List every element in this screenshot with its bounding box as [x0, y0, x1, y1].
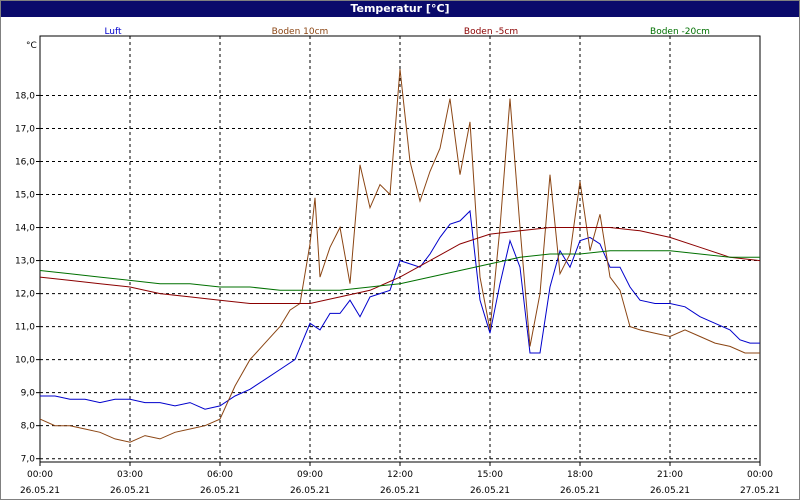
x-tick-label-date: 26.05.21 — [20, 486, 60, 496]
series-line-luft — [40, 209, 760, 410]
x-tick-label-date: 26.05.21 — [110, 486, 150, 496]
y-tick-label: 12,0 — [15, 290, 35, 300]
legend-entry: Luft — [104, 27, 122, 37]
y-tick-label: 15,0 — [15, 191, 35, 201]
y-tick-label: 18,0 — [15, 91, 35, 101]
series-line-boden-10cm — [39, 68, 760, 443]
y-tick-label: 11,0 — [15, 323, 35, 333]
series-lines — [39, 68, 761, 443]
legend: Luft Boden 10cm Boden -5cm Boden -20cm — [104, 27, 710, 37]
x-tick-label-time: 00:00 — [747, 470, 773, 480]
series-line-boden-5cm — [39, 227, 761, 304]
y-tick-label: 13,0 — [15, 257, 35, 267]
y-axis-unit-label: °C — [26, 41, 37, 51]
y-tick-label: 17,0 — [15, 124, 35, 134]
y-tick-label: 7,0 — [21, 455, 36, 465]
y-tick-label: 10,0 — [15, 356, 35, 366]
x-tick-label-date: 26.05.21 — [380, 486, 420, 496]
chart-title: Temperatur [°C] — [1, 1, 799, 17]
axes: 00:00 26.05.21 03:00 26.05.21 06:00 26.05.21 0… — [15, 35, 780, 496]
x-tick-label-time: 21:00 — [657, 470, 683, 480]
legend-entry: Boden 10cm — [272, 27, 329, 37]
x-tick-label-time: 00:00 — [27, 470, 53, 480]
y-tick-label: 8,0 — [21, 422, 36, 432]
x-tick-label-time: 03:00 — [117, 470, 143, 480]
x-tick-label-time: 06:00 — [207, 470, 233, 480]
grid — [40, 36, 760, 462]
plot-area-border — [39, 35, 761, 463]
x-tick-label-date: 27.05.21 — [740, 486, 780, 496]
x-tick-label-time: 09:00 — [297, 470, 323, 480]
x-tick-label-date: 26.05.21 — [650, 486, 690, 496]
x-tick-label-date: 26.05.21 — [290, 486, 330, 496]
y-tick-label: 9,0 — [21, 389, 36, 399]
x-tick-label-date: 26.05.21 — [470, 486, 510, 496]
legend-entry: Boden -20cm — [650, 27, 710, 37]
x-tick-label-date: 26.05.21 — [200, 486, 240, 496]
x-tick-label-time: 12:00 — [387, 470, 413, 480]
series-line-boden-20cm — [39, 250, 760, 291]
y-tick-label: 16,0 — [15, 157, 35, 167]
x-tick-label-date: 26.05.21 — [560, 486, 600, 496]
legend-entry: Boden -5cm — [464, 27, 518, 37]
x-tick-label-time: 18:00 — [567, 470, 593, 480]
y-tick-label: 14,0 — [15, 224, 35, 234]
x-tick-label-time: 15:00 — [477, 470, 503, 480]
